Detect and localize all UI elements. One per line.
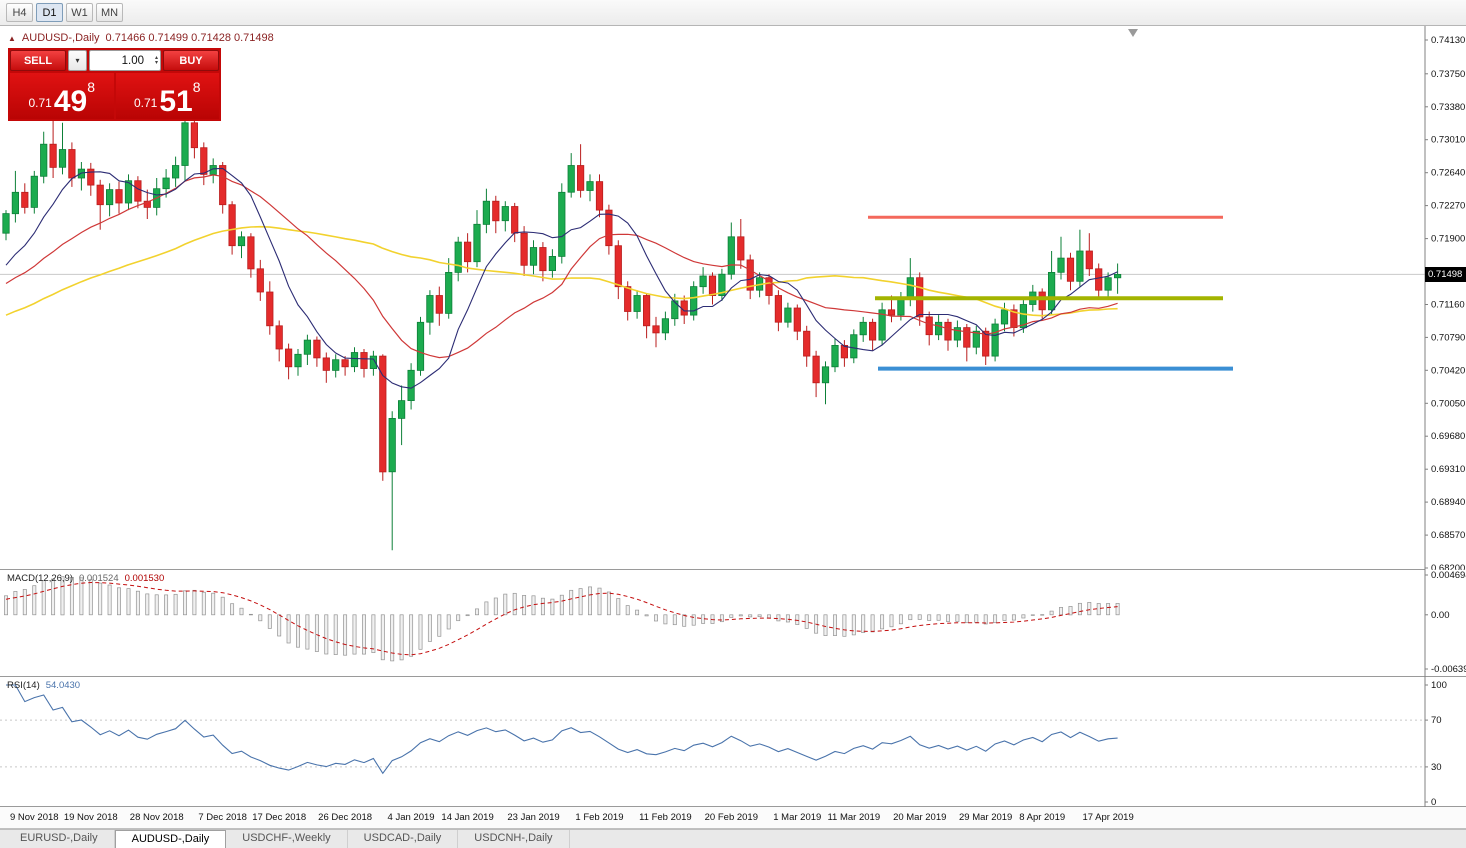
- sell-button[interactable]: SELL: [10, 50, 66, 71]
- sell-price-display[interactable]: 0.71 49 8: [10, 73, 114, 119]
- volume-stepper[interactable]: ▴ ▾: [155, 51, 158, 70]
- price-axis-label: 0.72270: [1431, 201, 1465, 212]
- macd-axis-label: -0.006394: [1431, 664, 1466, 675]
- date-label: 7 Dec 2018: [198, 812, 247, 823]
- tab-audusd-daily[interactable]: AUDUSD-,Daily: [114, 830, 227, 848]
- timeframe-toolbar: H4 D1 W1 MN: [0, 0, 1466, 26]
- rsi-title: RSI(14) 54.0430: [7, 680, 80, 691]
- macd-main-value: 0.001524: [79, 573, 119, 584]
- volume-dropdown[interactable]: ▾: [68, 50, 87, 71]
- timeframe-w1-button[interactable]: W1: [66, 3, 93, 22]
- rsi-axis-label: 70: [1431, 715, 1442, 726]
- price-axis-label: 0.68570: [1431, 530, 1465, 541]
- price-axis-label: 0.69310: [1431, 464, 1465, 475]
- date-label: 19 Nov 2018: [63, 812, 118, 823]
- rsi-panel: 100 70 30 0 RSI(14) 54.0430: [0, 677, 1466, 807]
- macd-title: MACD(12,26,9) 0.001524 0.001530: [7, 573, 164, 584]
- price-axis-label: 0.71900: [1431, 234, 1465, 245]
- price-axis-label: 0.69680: [1431, 431, 1465, 442]
- rsi-axis-label: 30: [1431, 762, 1442, 773]
- price-axis-label: 0.73010: [1431, 135, 1465, 146]
- price-axis-label: 0.70050: [1431, 398, 1465, 409]
- date-label: 14 Jan 2019: [441, 812, 494, 823]
- price-chart-panel: 0.74130 0.73750 0.73380 0.73010 0.72640 0.722…: [0, 26, 1466, 570]
- symbol-label: AUDUSD-,Daily: [21, 32, 100, 44]
- stepper-up-icon[interactable]: ▴: [154, 54, 158, 61]
- tab-usdcad-daily[interactable]: USDCAD-,Daily: [348, 830, 459, 848]
- chart-tab-bar: EURUSD-,Daily AUDUSD-,Daily USDCHF-,Week…: [0, 829, 1466, 848]
- tab-eurusd-daily[interactable]: EURUSD-,Daily: [4, 830, 115, 848]
- collapse-arrow-icon[interactable]: ▲: [8, 33, 16, 43]
- date-label: 1 Mar 2019: [773, 812, 822, 823]
- price-chart-canvas[interactable]: 0.74130 0.73750 0.73380 0.73010 0.72640 0.722…: [0, 26, 1466, 570]
- rsi-canvas[interactable]: 100 70 30 0: [0, 677, 1466, 807]
- timeframe-mn-button[interactable]: MN: [96, 3, 124, 22]
- buy-price-prefix: 0.71: [133, 96, 158, 110]
- price-axis-label: 0.74130: [1431, 35, 1465, 46]
- price-axis-label: 0.70420: [1431, 365, 1465, 376]
- timeframe-h4-button[interactable]: H4: [6, 3, 33, 22]
- macd-signal-value: 0.001530: [124, 573, 165, 584]
- macd-label: MACD(12,26,9): [7, 573, 73, 584]
- macd-panel: 0.004694 0.00 -0.006394 MACD(12,26,9) 0.00…: [0, 570, 1466, 677]
- rsi-label: RSI(14): [7, 680, 40, 691]
- volume-value: 1.00: [121, 54, 144, 67]
- date-label: 17 Dec 2018: [252, 812, 307, 823]
- rsi-axis-label: 0: [1431, 797, 1436, 807]
- date-label: 11 Mar 2019: [827, 812, 881, 823]
- price-axis-label: 0.73750: [1431, 69, 1465, 80]
- date-label: 20 Feb 2019: [704, 812, 759, 823]
- buy-button[interactable]: BUY: [163, 50, 219, 71]
- rsi-axis-label: 100: [1431, 680, 1447, 691]
- price-axis-label: 0.68940: [1431, 497, 1465, 508]
- one-click-trading-panel: SELL ▾ 1.00 ▴ ▾ BUY 0.71 49 8 0.71 51 8: [8, 48, 221, 121]
- timeframe-d1-button[interactable]: D1: [36, 3, 63, 22]
- chevron-down-icon: ▾: [75, 56, 80, 65]
- current-price-badge: 0.71498: [1425, 267, 1466, 282]
- price-axis-label: 0.72640: [1431, 168, 1465, 179]
- date-axis[interactable]: 9 Nov 2018 19 Nov 2018 28 Nov 2018 7 Dec 20…: [0, 807, 1466, 829]
- stepper-down-icon[interactable]: ▾: [154, 59, 158, 66]
- rsi-value: 54.0430: [45, 680, 81, 691]
- tab-usdcnh-daily[interactable]: USDCNH-,Daily: [458, 830, 570, 848]
- volume-input[interactable]: 1.00 ▴ ▾: [89, 50, 161, 71]
- date-label: 8 Apr 2019: [1019, 812, 1066, 823]
- sell-price-prefix: 0.71: [28, 96, 52, 110]
- macd-axis-label: 0.004694: [1431, 570, 1466, 581]
- tab-usdchf-weekly[interactable]: USDCHF-,Weekly: [226, 830, 348, 848]
- buy-price-display[interactable]: 0.71 51 8: [115, 73, 219, 119]
- date-label: 4 Jan 2019: [387, 812, 435, 823]
- chart-shift-marker: [1128, 29, 1138, 37]
- price-axis-label: 0.71160: [1431, 300, 1465, 311]
- date-label: 20 Mar 2019: [893, 812, 947, 823]
- macd-canvas[interactable]: 0.004694 0.00 -0.006394: [0, 570, 1466, 677]
- buy-price-superscript: 8: [192, 79, 201, 95]
- sell-price-superscript: 8: [87, 79, 96, 95]
- date-label: 9 Nov 2018: [9, 812, 59, 823]
- chart-symbol-title: ▲ AUDUSD-,Daily 0.71466 0.71499 0.71428 …: [8, 32, 274, 44]
- date-label: 29 Mar 2019: [959, 812, 1013, 823]
- ohlc-values: 0.71466 0.71499 0.71428 0.71498: [105, 32, 274, 44]
- date-label: 28 Nov 2018: [129, 812, 184, 823]
- buy-price-big-digits: 51: [159, 85, 193, 118]
- sell-price-big-digits: 49: [53, 85, 88, 118]
- date-label: 23 Jan 2019: [507, 812, 560, 823]
- date-label: 1 Feb 2019: [575, 812, 624, 823]
- date-label: 17 Apr 2019: [1082, 812, 1134, 823]
- price-axis-label: 0.73380: [1431, 102, 1465, 113]
- date-label: 11 Feb 2019: [639, 812, 692, 823]
- price-axis-label: 0.70790: [1431, 332, 1465, 343]
- price-axis-label: 0.68200: [1431, 563, 1465, 570]
- date-label: 26 Dec 2018: [318, 812, 373, 823]
- macd-axis-label: 0.00: [1431, 610, 1450, 621]
